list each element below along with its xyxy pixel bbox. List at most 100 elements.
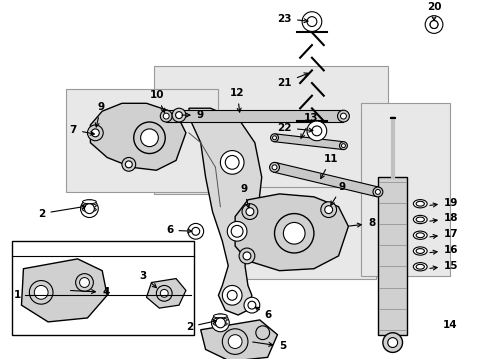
- Text: 2: 2: [38, 205, 85, 219]
- Circle shape: [324, 206, 332, 213]
- Circle shape: [125, 161, 132, 168]
- Circle shape: [222, 285, 242, 305]
- Ellipse shape: [82, 200, 96, 204]
- Circle shape: [272, 136, 276, 140]
- Circle shape: [231, 225, 243, 237]
- Circle shape: [80, 278, 89, 287]
- Circle shape: [122, 157, 136, 171]
- Text: 14: 14: [442, 320, 456, 330]
- Circle shape: [156, 285, 172, 301]
- Ellipse shape: [415, 264, 424, 269]
- Ellipse shape: [415, 233, 424, 238]
- Circle shape: [187, 224, 203, 239]
- Circle shape: [239, 248, 254, 264]
- Circle shape: [424, 16, 442, 33]
- Ellipse shape: [415, 249, 424, 253]
- Circle shape: [227, 291, 237, 300]
- Circle shape: [84, 204, 94, 213]
- Text: 17: 17: [429, 229, 458, 239]
- Circle shape: [227, 221, 246, 241]
- Circle shape: [91, 129, 99, 137]
- Ellipse shape: [412, 262, 427, 271]
- Circle shape: [87, 125, 103, 141]
- Circle shape: [133, 122, 165, 153]
- Circle shape: [175, 112, 182, 118]
- Circle shape: [372, 187, 382, 197]
- Circle shape: [429, 21, 437, 28]
- Circle shape: [387, 338, 397, 347]
- Bar: [12, 241, 193, 335]
- Circle shape: [215, 318, 225, 328]
- Text: 20: 20: [426, 2, 440, 21]
- Text: 6: 6: [255, 307, 271, 320]
- Polygon shape: [228, 187, 375, 279]
- Text: 1: 1: [14, 290, 21, 300]
- Circle shape: [311, 126, 321, 136]
- Circle shape: [306, 121, 326, 141]
- Ellipse shape: [82, 204, 96, 208]
- Circle shape: [76, 274, 93, 291]
- Circle shape: [271, 165, 276, 170]
- Circle shape: [228, 335, 242, 348]
- Circle shape: [225, 156, 239, 169]
- Polygon shape: [200, 320, 277, 360]
- Circle shape: [160, 289, 168, 297]
- Text: 18: 18: [429, 213, 457, 224]
- Polygon shape: [188, 108, 261, 315]
- Circle shape: [172, 108, 185, 122]
- Circle shape: [375, 189, 380, 194]
- Circle shape: [222, 329, 247, 354]
- Circle shape: [255, 326, 269, 339]
- Ellipse shape: [412, 215, 427, 224]
- Circle shape: [191, 228, 199, 235]
- Ellipse shape: [82, 208, 96, 212]
- Text: 9: 9: [182, 110, 203, 120]
- Text: 13: 13: [301, 113, 318, 138]
- Text: 7: 7: [70, 125, 94, 135]
- Polygon shape: [273, 134, 343, 149]
- Ellipse shape: [213, 322, 227, 326]
- Polygon shape: [273, 162, 378, 197]
- Circle shape: [211, 314, 229, 332]
- Circle shape: [34, 285, 48, 299]
- Circle shape: [274, 213, 313, 253]
- Text: 16: 16: [429, 245, 457, 255]
- Ellipse shape: [415, 201, 424, 206]
- Ellipse shape: [415, 217, 424, 222]
- Text: 9: 9: [95, 102, 104, 127]
- Bar: [66, 89, 218, 192]
- Circle shape: [245, 208, 253, 216]
- Circle shape: [337, 110, 348, 122]
- Circle shape: [243, 252, 250, 260]
- Polygon shape: [235, 194, 347, 271]
- Circle shape: [306, 17, 316, 27]
- Bar: [377, 177, 407, 335]
- Circle shape: [29, 280, 53, 304]
- Ellipse shape: [412, 199, 427, 208]
- Circle shape: [141, 129, 158, 147]
- Text: 5: 5: [252, 341, 286, 351]
- Circle shape: [429, 21, 437, 28]
- Circle shape: [341, 144, 345, 148]
- Circle shape: [270, 134, 278, 142]
- Text: 22: 22: [277, 123, 312, 133]
- Ellipse shape: [412, 231, 427, 239]
- Circle shape: [220, 150, 244, 174]
- Bar: [361, 103, 449, 276]
- Text: 3: 3: [140, 271, 156, 288]
- Text: 4: 4: [70, 287, 109, 297]
- Circle shape: [81, 200, 98, 217]
- Circle shape: [302, 12, 321, 31]
- Circle shape: [242, 204, 257, 220]
- Ellipse shape: [213, 314, 227, 318]
- Text: 23: 23: [277, 14, 307, 24]
- Text: 12: 12: [230, 89, 244, 112]
- Circle shape: [340, 113, 346, 119]
- Text: 9: 9: [330, 182, 345, 205]
- Circle shape: [247, 301, 255, 309]
- Text: 8: 8: [348, 219, 375, 228]
- Circle shape: [339, 142, 346, 150]
- Text: 2: 2: [185, 320, 216, 332]
- Circle shape: [382, 333, 402, 352]
- Circle shape: [244, 297, 259, 313]
